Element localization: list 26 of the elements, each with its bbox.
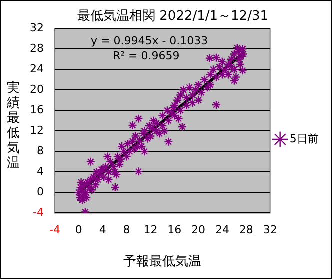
y-tick-label: 16 [30,104,44,117]
x-tick-label: -4 [50,224,60,237]
chart-title: 最低気温相関 2022/1/1～12/31 [78,9,268,24]
y-tick-label: 24 [30,62,44,76]
y-tick-label: 4 [36,165,44,178]
y-tick-label: 8 [36,144,44,158]
annotation: R² = 0.9659 [112,50,180,63]
x-axis-title: 予報最低気温 [124,254,202,270]
x-tick-label: 24 [215,224,230,237]
x-tick-label: 8 [123,224,130,237]
y-tick-label: 12 [30,124,44,138]
y-tick-label: 0 [36,186,44,199]
x-tick-label: 32 [263,224,278,237]
x-tick-label: 4 [99,224,106,237]
y-tick-label: 28 [30,42,44,55]
annotation: y = 0.9945x - 0.1033 [90,34,208,48]
x-tick-label: 20 [192,224,206,237]
x-tick-label: 0 [75,224,82,237]
y-tick-label: -4 [33,206,44,220]
y-tick-label: 20 [30,82,44,96]
x-tick-label: 16 [168,224,182,237]
x-tick-label: 28 [239,224,254,237]
y-tick-label: 32 [30,21,44,34]
x-tick-label: 12 [144,224,158,237]
legend-label: 5日前 [290,132,319,146]
y-axis-title: 実績最低気温 [7,81,21,171]
